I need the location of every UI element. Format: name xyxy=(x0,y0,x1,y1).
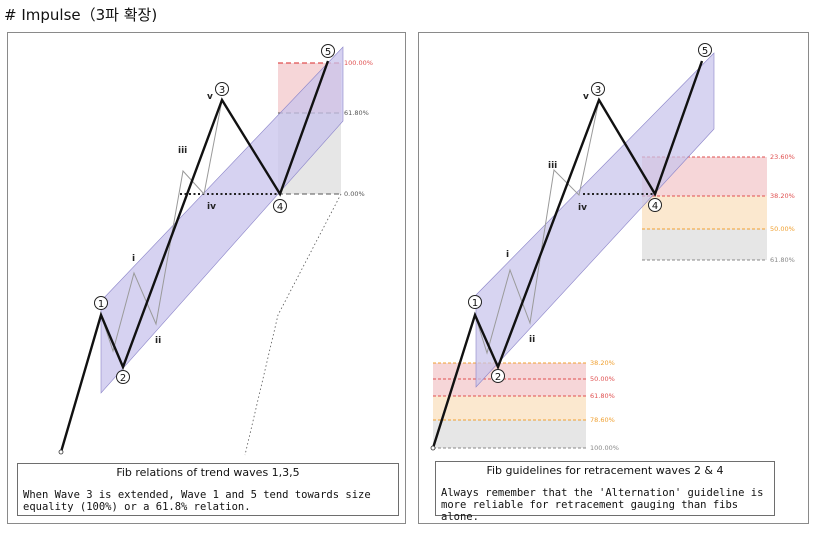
w2-label-618: 61.80% xyxy=(590,392,615,400)
wave-4-marker: 4 xyxy=(648,198,662,212)
svg-text:5: 5 xyxy=(325,47,331,58)
subwave-label-v: v xyxy=(207,92,213,102)
fib-label-100: 100.00% xyxy=(344,59,373,67)
w2-label-786: 78.60% xyxy=(590,416,615,424)
svg-text:1: 1 xyxy=(472,298,478,309)
main-wave-path xyxy=(431,60,704,449)
main-wave-path xyxy=(59,60,330,453)
subwave-label-ii: ii xyxy=(529,335,535,345)
elliott-wave-diagram-left: 100.00% 61.80% 0.00% 1 2 3 4 xyxy=(58,44,373,456)
w4-label-618: 61.80% xyxy=(770,256,795,264)
wave-3-marker: 3 xyxy=(591,82,605,96)
svg-text:3: 3 xyxy=(595,85,601,96)
caption-box-left: Fib relations of trend waves 1,3,5 When … xyxy=(17,463,399,516)
subwave-path xyxy=(100,99,223,353)
wave-1-marker: 1 xyxy=(468,295,482,309)
wave-2-marker: 2 xyxy=(116,370,130,384)
svg-text:4: 4 xyxy=(277,202,283,213)
svg-text:2: 2 xyxy=(495,372,501,383)
panel-retracement-waves: 38.20% 50.00% 61.80% 78.60% 100.00% 23.6… xyxy=(418,32,809,524)
w2-label-382: 38.20% xyxy=(590,359,615,367)
caption-box-right: Fib guidelines for retracement waves 2 &… xyxy=(435,461,775,523)
wave-1-marker: 1 xyxy=(94,296,108,310)
caption-title-right: Fib guidelines for retracement waves 2 &… xyxy=(486,464,724,477)
svg-text:4: 4 xyxy=(652,201,658,212)
origin-point xyxy=(430,445,436,451)
w4-zone-gray xyxy=(642,229,767,260)
w2-label-50: 50.00% xyxy=(590,375,615,383)
trend-channel xyxy=(475,52,715,388)
caption-body-right: Always remember that the 'Alternation' g… xyxy=(441,487,764,523)
subwave-label-i: i xyxy=(506,250,509,260)
subwave-label-v: v xyxy=(583,92,589,102)
wave-4-marker: 4 xyxy=(273,199,287,213)
w4-label-236: 23.60% xyxy=(770,153,795,161)
w4-label-382: 38.20% xyxy=(770,192,795,200)
w2-label-100: 100.00% xyxy=(590,444,619,452)
svg-text:5: 5 xyxy=(702,46,708,57)
subwave-label-iii: iii xyxy=(548,161,557,171)
subwave-label-iv: iv xyxy=(207,202,216,212)
projection-dotted-line xyxy=(244,193,342,456)
subwave-path xyxy=(474,99,600,355)
caption-title-left: Fib relations of trend waves 1,3,5 xyxy=(116,466,300,479)
svg-text:1: 1 xyxy=(98,299,104,310)
wave-5-marker: 5 xyxy=(698,43,712,57)
panel-trend-waves: 100.00% 61.80% 0.00% 1 2 3 4 xyxy=(7,32,406,524)
svg-text:2: 2 xyxy=(120,373,126,384)
w4-label-50: 50.00% xyxy=(770,225,795,233)
wave-5-marker: 5 xyxy=(321,44,335,58)
fib-label-618: 61.80% xyxy=(344,109,369,117)
subwave-label-iv: iv xyxy=(578,203,587,213)
trend-channel xyxy=(100,46,344,394)
wave-2-marker: 2 xyxy=(491,369,505,383)
elliott-wave-diagram-right: 38.20% 50.00% 61.80% 78.60% 100.00% 23.6… xyxy=(430,43,795,452)
caption-body-left: When Wave 3 is extended, Wave 1 and 5 te… xyxy=(23,489,371,513)
page-title: # Impulse（3파 확장) xyxy=(4,6,158,24)
origin-point xyxy=(58,449,64,455)
subwave-label-iii: iii xyxy=(178,146,187,156)
subwave-label-ii: ii xyxy=(155,336,161,346)
fib-label-0: 0.00% xyxy=(344,190,365,198)
wave-3-marker: 3 xyxy=(215,82,229,96)
w4-zone-orange xyxy=(642,196,767,229)
subwave-label-i: i xyxy=(132,254,135,264)
svg-text:3: 3 xyxy=(219,85,225,96)
w2-zone-gray xyxy=(433,420,586,448)
w2-zone-orange xyxy=(433,396,586,420)
